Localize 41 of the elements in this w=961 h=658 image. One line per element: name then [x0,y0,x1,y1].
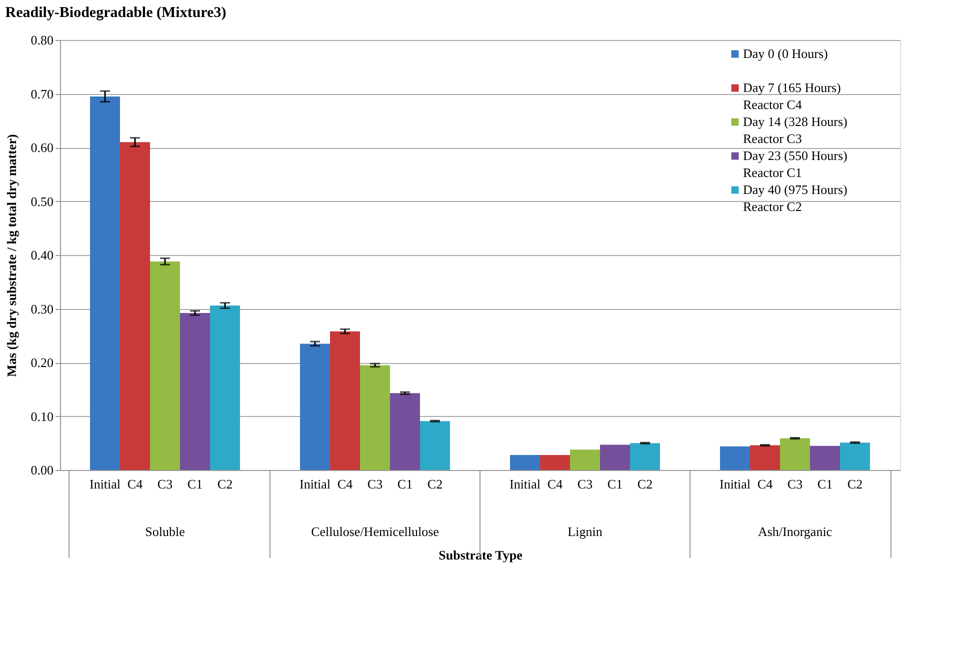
text: Ash/Inorganic [758,524,832,539]
text: Lignin [568,524,603,539]
y-tick-label: 0.40 [30,248,54,262]
y-tick-label: 0.50 [30,194,54,209]
legend-label: Day 7 (165 Hours) Reactor C4 [743,80,841,112]
x-tick-label: Initial [299,476,331,492]
legend-label: Day 40 (975 Hours) Reactor C2 [743,182,848,214]
y-tick-label: 0.30 [30,301,54,316]
x-tick-label: Initial [509,476,541,492]
text: Cellulose/Hemicellulose [311,524,440,539]
x-tick-label: C3 [367,476,383,492]
x-tick-label: C3 [577,476,593,492]
x-tick-label: C2 [847,476,863,492]
chart-title: Readily-Biodegradable (Mixture3) [5,5,226,21]
y-axis-title: Mas (kg dry substrate / kg total dry matter) [4,134,19,377]
x-tick-label: C1 [397,476,413,492]
x-tick-label: C4 [547,476,564,492]
legend-label: Day 23 (550 Hours) Reactor C1 [743,148,848,180]
x-tick-label: C1 [607,476,623,492]
legend-label: Day 14 (328 Hours) Reactor C3 [743,114,848,146]
x-tick-label: C4 [757,476,774,492]
x-tick-label: C3 [157,476,173,492]
y-tick-label: 0.20 [30,355,54,370]
x-tick-label: C2 [217,476,233,492]
legend-label: Day 0 (0 Hours) [743,46,828,61]
y-tick-label: 0.60 [30,140,54,155]
y-tick-label: 0.00 [30,462,54,478]
x-tick-label: C1 [187,476,203,492]
text: Soluble [145,524,186,539]
x-tick-label: C2 [427,476,443,492]
x-tick-label: Initial [719,476,751,492]
x-axis-title: Substrate Type [438,548,523,562]
x-tick-label: C4 [337,476,354,492]
x-tick-label: C2 [637,476,653,492]
x-tick-label: C1 [817,476,833,492]
y-tick-label: 0.80 [30,32,54,48]
x-tick-label: C4 [127,476,144,492]
y-tick-label: 0.10 [30,408,54,424]
x-tick-label: C3 [787,476,803,492]
y-tick-label: 0.70 [30,86,54,102]
x-tick-label: Initial [89,476,121,492]
